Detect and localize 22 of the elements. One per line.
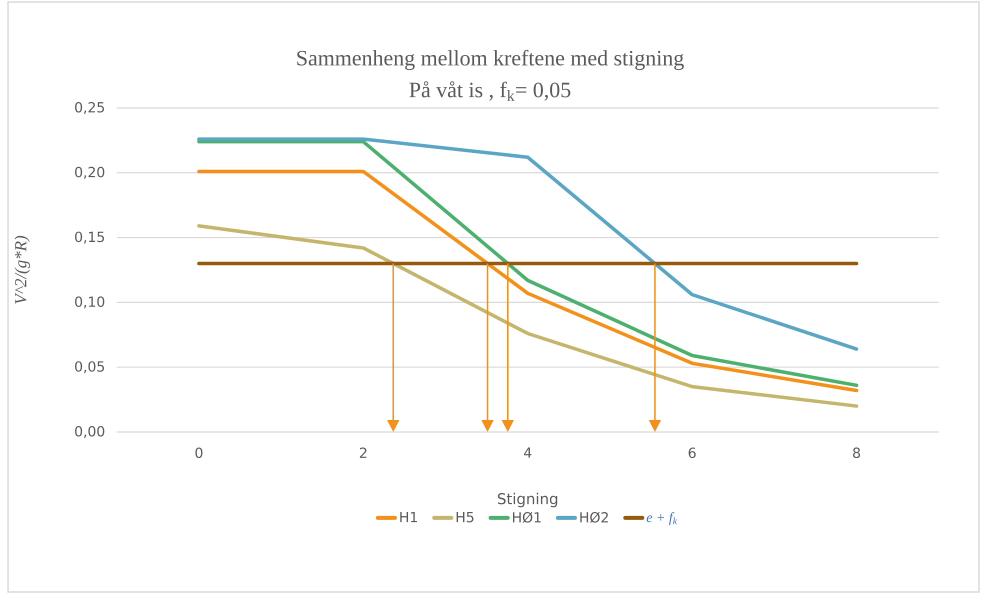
line-series bbox=[197, 224, 858, 408]
y-tick-label: 0,15 bbox=[75, 232, 104, 244]
y-tick-label: 0,25 bbox=[75, 102, 104, 114]
y-tick-label: 0,05 bbox=[75, 361, 104, 374]
line-series bbox=[197, 137, 858, 351]
legend-label: HØ2 bbox=[580, 512, 608, 523]
x-tick-label: 4 bbox=[524, 448, 532, 458]
x-tick-label: 8 bbox=[853, 448, 860, 458]
y-tick-label: 0,10 bbox=[75, 296, 104, 308]
x-tick-label: 2 bbox=[360, 448, 366, 458]
chart-subtitle: På våt is , f$_{k}$= 0,05 bbox=[409, 81, 570, 101]
y-tick-label: 0,00 bbox=[75, 426, 104, 438]
chart-title: Sammenheng mellom kreftene med stigning bbox=[297, 50, 684, 70]
legend-label: H5 bbox=[456, 512, 474, 522]
legend-label: e + f$_{k}$ bbox=[646, 512, 678, 525]
x-axis-title: Stigning bbox=[498, 492, 558, 508]
legend-label: H1 bbox=[400, 512, 417, 522]
x-tick-label: 6 bbox=[688, 448, 696, 458]
x-tick-label: 0 bbox=[195, 448, 202, 458]
y-axis-title: V^2/(g*R) bbox=[14, 236, 30, 304]
legend-label: HØ1 bbox=[512, 512, 541, 523]
y-tick-label: 0,20 bbox=[75, 166, 104, 179]
